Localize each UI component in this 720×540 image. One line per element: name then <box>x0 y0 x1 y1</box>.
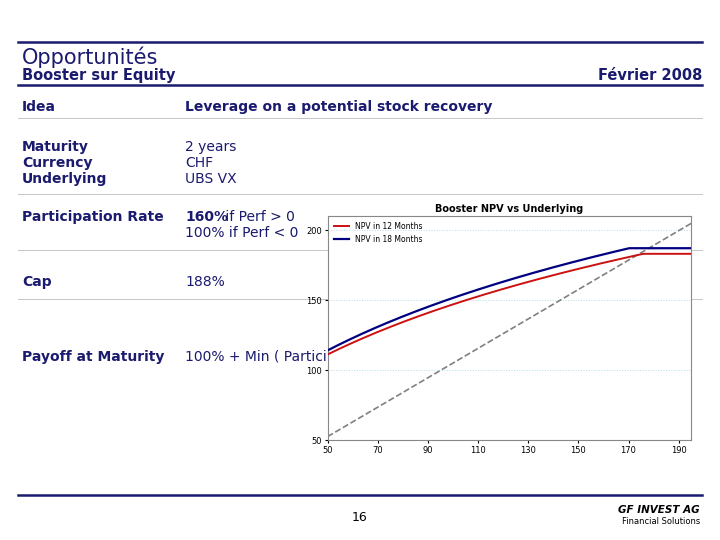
Text: 100% + Min ( Participation Rate * Performance; Cap - 1 ): 100% + Min ( Participation Rate * Perfor… <box>185 350 580 364</box>
Text: CHF: CHF <box>185 156 213 170</box>
Text: Idea: Idea <box>22 100 56 114</box>
Text: 16: 16 <box>352 511 368 524</box>
Text: Février 2008: Février 2008 <box>598 68 702 83</box>
Text: Financial Solutions: Financial Solutions <box>622 517 700 526</box>
Text: Currency: Currency <box>22 156 92 170</box>
Text: if Perf > 0: if Perf > 0 <box>221 210 295 224</box>
Text: Maturity: Maturity <box>22 140 89 154</box>
Text: Booster sur Equity: Booster sur Equity <box>22 68 176 83</box>
Text: Leverage on a potential stock recovery: Leverage on a potential stock recovery <box>185 100 492 114</box>
Text: Underlying: Underlying <box>22 172 107 186</box>
Text: UBS VX: UBS VX <box>185 172 237 186</box>
Text: Payoff at Maturity: Payoff at Maturity <box>22 350 164 364</box>
Legend: NPV in 12 Months, NPV in 18 Months: NPV in 12 Months, NPV in 18 Months <box>331 220 425 246</box>
Title: Booster NPV vs Underlying: Booster NPV vs Underlying <box>436 204 583 214</box>
Text: 2 years: 2 years <box>185 140 236 154</box>
Text: 100% if Perf < 0: 100% if Perf < 0 <box>185 226 298 240</box>
Text: GF INVEST AG: GF INVEST AG <box>618 505 700 515</box>
Text: 160%: 160% <box>185 210 228 224</box>
Text: Cap: Cap <box>22 275 52 289</box>
Text: Participation Rate: Participation Rate <box>22 210 163 224</box>
Text: Opportunités: Opportunités <box>22 47 158 69</box>
Text: 188%: 188% <box>185 275 225 289</box>
